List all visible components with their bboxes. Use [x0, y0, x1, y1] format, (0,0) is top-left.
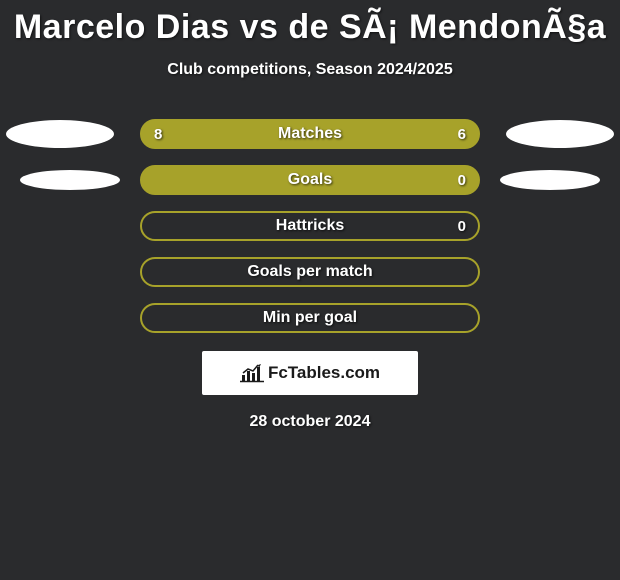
date-label: 28 october 2024 — [0, 413, 620, 431]
stat-left-value: 8 — [154, 126, 162, 143]
fctables-logo: FcTables.com — [202, 351, 418, 395]
stat-label: Goals per match — [247, 263, 372, 281]
page-title: Marcelo Dias vs de SÃ¡ MendonÃ§a — [0, 0, 620, 47]
stat-label: Min per goal — [263, 309, 357, 327]
stat-bar: Min per goal — [140, 303, 480, 333]
stat-label: Matches — [278, 125, 342, 143]
stat-right-value: 0 — [458, 218, 466, 235]
stat-bar: Goals per match — [140, 257, 480, 287]
stat-right-value: 0 — [458, 172, 466, 189]
stat-label: Goals — [288, 171, 332, 189]
stat-right-value: 6 — [458, 126, 466, 143]
stat-row-goals: Goals 0 — [0, 165, 620, 195]
right-marker-ellipse — [506, 120, 614, 148]
stat-label: Hattricks — [276, 217, 344, 235]
right-marker-ellipse — [500, 170, 600, 190]
left-marker-ellipse — [6, 120, 114, 148]
stat-bar: 8 Matches 6 — [140, 119, 480, 149]
stat-row-matches: 8 Matches 6 — [0, 119, 620, 149]
left-marker-ellipse — [20, 170, 120, 190]
stat-row-goals-per-match: Goals per match — [0, 257, 620, 287]
bar-chart-icon — [240, 363, 264, 383]
stat-rows: 8 Matches 6 Goals 0 Hattricks 0 Goals pe… — [0, 119, 620, 333]
stat-row-min-per-goal: Min per goal — [0, 303, 620, 333]
subtitle: Club competitions, Season 2024/2025 — [0, 61, 620, 79]
stat-row-hattricks: Hattricks 0 — [0, 211, 620, 241]
logo-text: FcTables.com — [268, 363, 380, 383]
stat-bar: Goals 0 — [140, 165, 480, 195]
stat-bar: Hattricks 0 — [140, 211, 480, 241]
